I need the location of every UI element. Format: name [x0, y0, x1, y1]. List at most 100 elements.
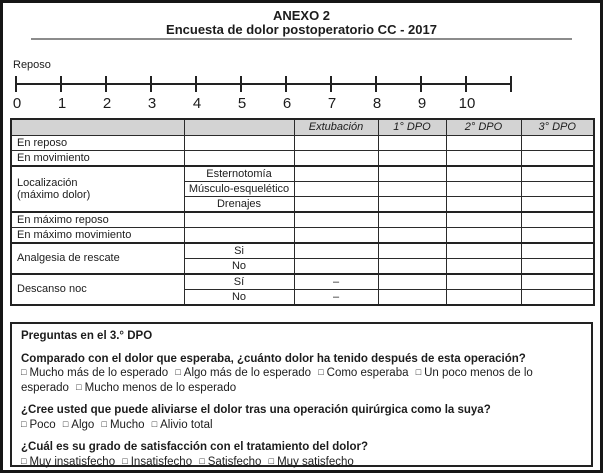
scale-tick-label: 2	[102, 95, 112, 112]
row-label: En movimiento	[10, 150, 185, 167]
option-q1-1: □ Mucho más de lo esperado	[21, 367, 169, 379]
checkbox-icon: □	[415, 367, 422, 377]
question-3: ¿Cuál es su grado de satisfacción con el…	[21, 441, 582, 469]
scale-tick-label: 7	[327, 95, 337, 112]
option-q3-2: □ Insatisfecho	[122, 455, 193, 468]
scale-tick	[240, 76, 242, 92]
scale-tick	[285, 76, 287, 92]
option-q2-2: □ Algo	[62, 418, 95, 431]
checkbox-icon: □	[122, 455, 128, 466]
option-q2-1: □ Poco	[21, 418, 56, 431]
row-label-analgesia: Analgesia de rescate	[10, 242, 185, 275]
checkbox-icon: □	[21, 455, 27, 466]
option-q1-2: □ Algo más de lo esperado	[175, 367, 312, 379]
scale-tick-label: 9	[417, 95, 427, 112]
checkbox-icon: □	[101, 418, 107, 429]
scale-tick	[420, 76, 422, 92]
option-q2-4: □ Alivio total	[151, 418, 213, 431]
questions-box: Preguntas en el 3.° DPO Comparado con el…	[10, 322, 593, 469]
header-cell-1dpo: 1° DPO	[377, 118, 447, 136]
checkbox-icon: □	[175, 367, 181, 377]
subrow-label: No	[183, 258, 295, 275]
scale-tick	[375, 76, 377, 92]
table-row-descanso-si: Descanso noc Sí –	[10, 273, 595, 306]
scale-tick-label: 10	[458, 95, 476, 112]
questions-box-title: Preguntas en el 3.° DPO	[21, 330, 153, 342]
title-divider	[31, 38, 572, 40]
scale-tick	[195, 76, 197, 92]
header-cell-empty-1	[10, 118, 185, 136]
option-q1-3: □ Como esperaba	[318, 367, 409, 379]
row-label: En máximo reposo	[10, 211, 185, 228]
option-q3-4: □ Muy satisfecho	[268, 455, 354, 468]
scale-tick	[105, 76, 107, 92]
header-cell-extubacion: Extubación	[293, 118, 379, 136]
header-cell-2dpo: 2° DPO	[445, 118, 522, 136]
checkbox-icon: □	[21, 367, 27, 377]
page-subtitle: Encuesta de dolor postoperatorio CC - 20…	[166, 22, 437, 37]
pain-scale-ruler: 0 1 2 3 4 5 6 7 8 9 10	[13, 76, 535, 116]
checkbox-icon: □	[76, 381, 82, 392]
question-3-options: □ Muy insatisfecho □ Insatisfecho □ Satisfe…	[21, 455, 582, 470]
table-row-en-movimiento: En movimiento	[10, 150, 595, 167]
option-q1-5: □ Mucho menos de lo esperado	[76, 381, 237, 394]
option-q2-3: □ Mucho	[101, 418, 145, 431]
question-2: ¿Cree usted que puede aliviarse el dolor…	[21, 404, 582, 432]
subrow-label: Esternotomía	[183, 165, 295, 182]
header-cell-3dpo: 3° DPO	[520, 118, 595, 136]
subrow-label: Músculo-esquelético	[183, 181, 295, 197]
cell-dash: –	[293, 273, 379, 290]
header-cell-empty-2	[183, 118, 295, 136]
page-title: ANEXO 2	[272, 8, 331, 23]
scale-tick-label: 8	[372, 95, 382, 112]
cell-dash: –	[293, 289, 379, 306]
checkbox-icon: □	[318, 367, 324, 377]
question-1-text: Comparado con el dolor que esperaba, ¿cu…	[21, 352, 526, 365]
checkbox-icon: □	[62, 418, 69, 429]
checkbox-icon: □	[151, 418, 158, 429]
checkbox-icon: □	[199, 455, 205, 466]
scale-tick-label: 4	[192, 95, 202, 112]
table-row-en-maximo-reposo: En máximo reposo	[10, 211, 595, 228]
scale-tick	[465, 76, 467, 92]
table-row-analgesia-si: Analgesia de rescate Si	[10, 242, 595, 275]
scale-tick	[60, 76, 62, 92]
title-block: ANEXO 2 Encuesta de dolor postoperatorio…	[3, 9, 600, 37]
ruler-line	[15, 83, 512, 85]
row-label-descanso: Descanso noc	[10, 273, 185, 306]
table-row-en-maximo-movimiento: En máximo movimiento	[10, 227, 595, 244]
checkbox-icon: □	[268, 455, 275, 466]
table-header-row: Extubación 1° DPO 2° DPO 3° DPO	[10, 118, 595, 136]
scale-tick-label: 3	[147, 95, 157, 112]
pain-assessment-table: Extubación 1° DPO 2° DPO 3° DPO En repos…	[10, 118, 595, 306]
scale-tick-label: 0	[12, 95, 22, 112]
table-row-en-reposo: En reposo	[10, 135, 595, 151]
subrow-label: Drenajes	[183, 196, 295, 213]
scale-tick-label: 1	[57, 95, 67, 112]
checkbox-icon: □	[21, 418, 27, 429]
table-row-descanso-no: No –	[11, 289, 595, 306]
table-row-localizacion-esternotomia: Localización (máximo dolor) Esternotomía	[10, 165, 595, 213]
option-q3-3: □ Satisfecho	[199, 455, 262, 468]
scale-tick	[15, 76, 17, 92]
row-label: En reposo	[10, 135, 185, 151]
scale-tick	[150, 76, 152, 92]
option-q1-4: □ Un poco menos de lo esperado	[21, 367, 533, 394]
scale-tick-label: 6	[282, 95, 292, 112]
scale-tick	[330, 76, 332, 92]
scale-tick-label: 5	[237, 95, 247, 112]
question-2-options: □ Poco □ Algo □ Mucho □ Alivio total	[21, 418, 582, 433]
row-label-localizacion: Localización (máximo dolor)	[10, 165, 185, 213]
subrow-label: Sí	[183, 273, 295, 290]
scale-label: Reposo	[13, 59, 51, 71]
question-1-options: □ Mucho más de lo esperado □ Algo más de l…	[21, 366, 582, 395]
option-q3-1: □ Muy insatisfecho	[21, 455, 116, 468]
question-3-text: ¿Cuál es su grado de satisfacción con el…	[21, 441, 368, 453]
subrow-label: Si	[183, 242, 295, 259]
table-row-localizacion-musculo: Músculo-esquelético	[11, 181, 595, 197]
question-2-text: ¿Cree usted que puede aliviarse el dolor…	[21, 404, 491, 416]
question-1: Comparado con el dolor que esperaba, ¿cu…	[21, 353, 582, 396]
scale-tick	[510, 76, 512, 92]
row-label: En máximo movimiento	[10, 227, 185, 244]
